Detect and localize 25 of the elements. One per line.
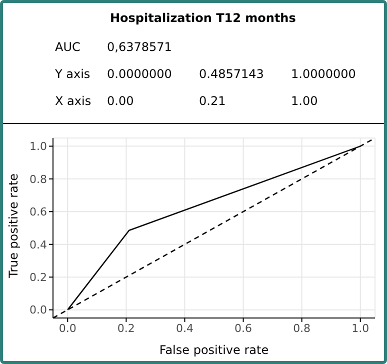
text: 1.00: [291, 92, 319, 110]
y-tick-label: 0.4: [30, 238, 47, 252]
x-tick-label: 0.2: [117, 322, 135, 335]
x-tick-label: 1.0: [352, 322, 370, 335]
x-tick-label: 0.4: [176, 322, 194, 335]
y-axis-title: True positive rate: [6, 173, 20, 279]
x-tick-label: 0.6: [234, 322, 252, 335]
text: 1.0000000: [291, 66, 357, 82]
text: X axis: [55, 92, 92, 110]
text: 0.00: [107, 92, 135, 110]
text: 0.21: [199, 92, 227, 110]
y-tick-label: 0.0: [30, 304, 47, 317]
text: 0.4857143: [199, 66, 265, 82]
x-tick-label: 0.8: [293, 322, 311, 335]
text: Y axis: [55, 66, 92, 82]
text: AUC: [55, 38, 82, 56]
y-tick-label: 1.0: [30, 140, 47, 154]
x-tick-label: 0.0: [58, 322, 76, 335]
text: 0,6378571: [107, 38, 173, 56]
x-axis-title: False positive rate: [159, 343, 269, 357]
y-tick-label: 0.2: [30, 270, 47, 284]
y-tick-label: 0.6: [30, 206, 47, 219]
chart-title: Hospitalization T12 months: [109, 10, 297, 27]
y-tick-label: 0.8: [30, 172, 47, 186]
text: 0.0000000: [107, 66, 173, 82]
